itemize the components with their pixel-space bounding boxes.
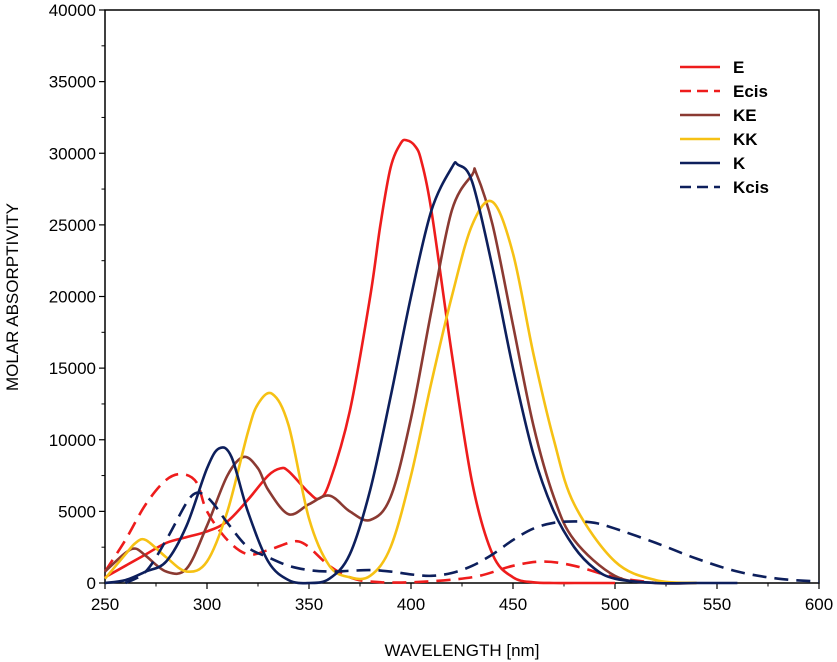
y-axis-title: MOLAR ABSORPTIVITY bbox=[3, 203, 22, 391]
series-line-kk bbox=[104, 199, 697, 585]
x-tick-label: 350 bbox=[295, 595, 323, 614]
legend-label-ecis: Ecis bbox=[733, 82, 768, 101]
x-tick-label: 400 bbox=[397, 595, 425, 614]
x-tick-label: 500 bbox=[601, 595, 629, 614]
series-line-k bbox=[104, 161, 738, 585]
legend-label-ke: KE bbox=[733, 106, 757, 125]
series-lines bbox=[103, 138, 820, 585]
y-tick-label: 10000 bbox=[49, 431, 96, 450]
y-tick-label: 5000 bbox=[58, 502, 96, 521]
x-axis-title: WAVELENGTH [nm] bbox=[385, 641, 540, 660]
plot-frame bbox=[104, 9, 820, 584]
series-line-ke bbox=[104, 167, 697, 585]
axes: 250 300 350 400 450 500 550 600 0 5000 10000 15000 2… bbox=[49, 1, 833, 614]
y-tick-label: 35000 bbox=[49, 73, 96, 92]
series-line-e bbox=[104, 138, 615, 585]
x-tick-label: 450 bbox=[499, 595, 527, 614]
y-tick-label: 0 bbox=[87, 574, 96, 593]
y-tick-label: 15000 bbox=[49, 359, 96, 378]
x-tick-label: 250 bbox=[91, 595, 119, 614]
series-line-ecis bbox=[103, 472, 656, 585]
y-tick-label: 30000 bbox=[49, 144, 96, 163]
x-tick-label: 600 bbox=[805, 595, 833, 614]
series-line-kcis bbox=[124, 491, 820, 585]
y-tick-label: 20000 bbox=[49, 288, 96, 307]
y-tick-label: 25000 bbox=[49, 216, 96, 235]
legend-label-k: K bbox=[733, 154, 746, 173]
y-tick-label: 40000 bbox=[49, 1, 96, 20]
x-tick-label: 550 bbox=[703, 595, 731, 614]
x-tick-label: 300 bbox=[193, 595, 221, 614]
legend-label-kcis: Kcis bbox=[733, 178, 769, 197]
legend-label-e: E bbox=[733, 58, 744, 77]
legend-label-kk: KK bbox=[733, 130, 758, 149]
